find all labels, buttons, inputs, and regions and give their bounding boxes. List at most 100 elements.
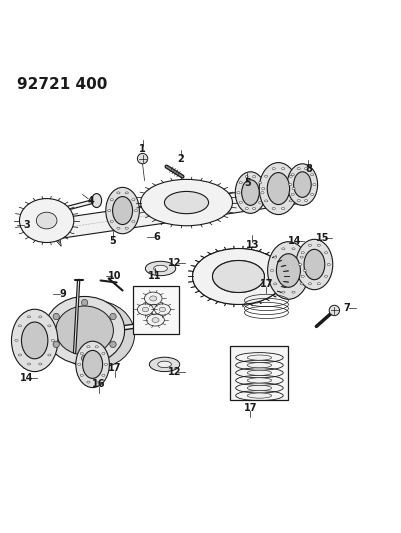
Ellipse shape	[273, 256, 277, 258]
Ellipse shape	[36, 212, 57, 229]
Text: 7: 7	[343, 303, 350, 313]
Ellipse shape	[247, 370, 271, 375]
Ellipse shape	[12, 309, 58, 372]
Ellipse shape	[48, 354, 51, 356]
Ellipse shape	[292, 188, 295, 190]
Ellipse shape	[149, 357, 180, 372]
Ellipse shape	[291, 193, 294, 196]
Ellipse shape	[282, 207, 285, 209]
Ellipse shape	[80, 352, 83, 354]
Ellipse shape	[95, 346, 98, 348]
Ellipse shape	[113, 197, 133, 224]
Ellipse shape	[317, 244, 320, 246]
Text: 14: 14	[20, 374, 33, 383]
Ellipse shape	[192, 248, 284, 304]
Ellipse shape	[141, 180, 233, 226]
Ellipse shape	[282, 248, 285, 250]
Ellipse shape	[110, 221, 113, 222]
Ellipse shape	[310, 174, 314, 176]
Ellipse shape	[265, 200, 268, 202]
Ellipse shape	[261, 191, 264, 193]
Ellipse shape	[270, 270, 273, 271]
Ellipse shape	[159, 307, 166, 312]
Ellipse shape	[297, 167, 300, 169]
Circle shape	[53, 341, 59, 348]
Ellipse shape	[164, 191, 209, 214]
Text: 9: 9	[59, 289, 66, 300]
Ellipse shape	[107, 209, 111, 212]
Ellipse shape	[267, 242, 309, 299]
Ellipse shape	[48, 325, 51, 327]
Ellipse shape	[142, 307, 149, 312]
Text: 92721 400: 92721 400	[17, 77, 107, 92]
Ellipse shape	[247, 362, 271, 368]
Text: 10: 10	[108, 271, 122, 281]
Polygon shape	[57, 183, 306, 238]
Ellipse shape	[296, 239, 333, 289]
Ellipse shape	[291, 174, 294, 176]
Ellipse shape	[134, 209, 138, 212]
Ellipse shape	[144, 292, 162, 305]
Ellipse shape	[76, 341, 109, 387]
Ellipse shape	[38, 363, 42, 365]
Circle shape	[110, 341, 116, 348]
Ellipse shape	[91, 193, 101, 207]
Ellipse shape	[245, 207, 248, 209]
Ellipse shape	[55, 301, 135, 368]
Ellipse shape	[242, 180, 259, 205]
Ellipse shape	[303, 270, 306, 271]
Ellipse shape	[80, 374, 83, 376]
Ellipse shape	[83, 350, 103, 378]
Ellipse shape	[117, 227, 120, 229]
Ellipse shape	[272, 207, 275, 209]
Ellipse shape	[259, 163, 298, 215]
Ellipse shape	[154, 265, 167, 272]
Circle shape	[81, 300, 88, 306]
Ellipse shape	[147, 314, 164, 326]
Ellipse shape	[102, 352, 105, 354]
Ellipse shape	[289, 200, 292, 202]
Ellipse shape	[213, 261, 264, 293]
Ellipse shape	[45, 296, 125, 365]
Text: 12: 12	[168, 257, 181, 268]
Ellipse shape	[297, 199, 300, 201]
Ellipse shape	[289, 175, 292, 177]
Circle shape	[53, 313, 59, 320]
Ellipse shape	[27, 316, 30, 318]
Ellipse shape	[235, 172, 265, 213]
Ellipse shape	[213, 261, 264, 293]
Ellipse shape	[300, 256, 303, 258]
Ellipse shape	[237, 191, 240, 193]
Ellipse shape	[292, 248, 295, 250]
Text: 16: 16	[92, 379, 105, 390]
Circle shape	[81, 355, 88, 361]
Ellipse shape	[117, 192, 120, 194]
Circle shape	[329, 305, 340, 316]
Text: 5: 5	[109, 236, 116, 246]
Ellipse shape	[20, 199, 74, 243]
Circle shape	[110, 313, 116, 320]
Ellipse shape	[125, 192, 128, 194]
Ellipse shape	[327, 263, 330, 265]
Ellipse shape	[276, 254, 300, 287]
Ellipse shape	[273, 283, 277, 285]
Ellipse shape	[132, 199, 135, 200]
Ellipse shape	[138, 304, 154, 315]
Ellipse shape	[245, 175, 248, 177]
Ellipse shape	[267, 173, 290, 205]
Ellipse shape	[15, 340, 18, 342]
Ellipse shape	[294, 172, 311, 197]
Ellipse shape	[287, 164, 318, 205]
Ellipse shape	[301, 252, 304, 254]
Ellipse shape	[300, 283, 303, 285]
Ellipse shape	[145, 261, 176, 276]
Ellipse shape	[313, 183, 316, 185]
Ellipse shape	[308, 282, 312, 285]
Ellipse shape	[158, 361, 171, 368]
Text: 12: 12	[168, 367, 181, 377]
Text: 3: 3	[23, 220, 30, 230]
Ellipse shape	[95, 381, 98, 383]
Ellipse shape	[304, 167, 308, 169]
Ellipse shape	[239, 201, 242, 204]
Ellipse shape	[125, 227, 128, 229]
